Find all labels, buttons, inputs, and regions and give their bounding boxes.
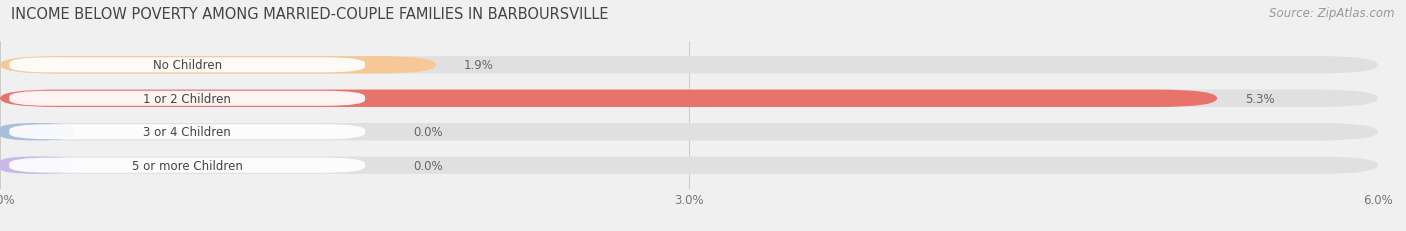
Text: INCOME BELOW POVERTY AMONG MARRIED-COUPLE FAMILIES IN BARBOURSVILLE: INCOME BELOW POVERTY AMONG MARRIED-COUPL…: [11, 7, 609, 22]
FancyBboxPatch shape: [0, 124, 1378, 141]
FancyBboxPatch shape: [0, 124, 73, 141]
FancyBboxPatch shape: [10, 58, 366, 73]
Text: 0.0%: 0.0%: [413, 126, 443, 139]
Text: 3 or 4 Children: 3 or 4 Children: [143, 126, 231, 139]
FancyBboxPatch shape: [0, 57, 436, 74]
Text: No Children: No Children: [153, 59, 222, 72]
FancyBboxPatch shape: [0, 157, 73, 174]
FancyBboxPatch shape: [0, 90, 1378, 107]
Text: 0.0%: 0.0%: [413, 159, 443, 172]
Text: 1.9%: 1.9%: [464, 59, 494, 72]
FancyBboxPatch shape: [0, 157, 1378, 174]
Text: 1 or 2 Children: 1 or 2 Children: [143, 92, 231, 105]
Text: Source: ZipAtlas.com: Source: ZipAtlas.com: [1270, 7, 1395, 20]
FancyBboxPatch shape: [10, 125, 366, 140]
FancyBboxPatch shape: [10, 158, 366, 173]
FancyBboxPatch shape: [10, 91, 366, 106]
FancyBboxPatch shape: [0, 57, 1378, 74]
Text: 5.3%: 5.3%: [1244, 92, 1274, 105]
FancyBboxPatch shape: [0, 90, 1218, 107]
Text: 5 or more Children: 5 or more Children: [132, 159, 243, 172]
